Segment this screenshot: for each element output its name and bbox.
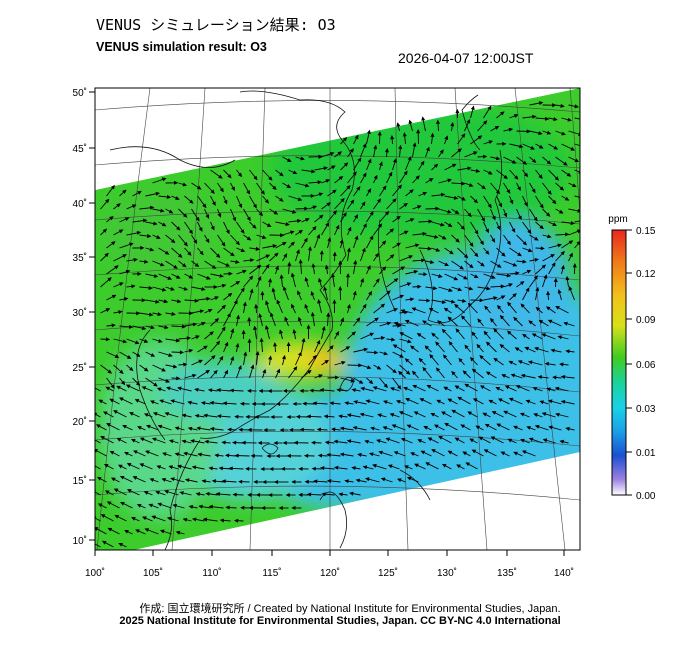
credit-line: 作成: 国立環境研究所 / Created by National Instit… (139, 603, 561, 615)
lon-label: 130˚ (437, 567, 457, 579)
lon-label: 100˚ (85, 567, 105, 579)
lat-label: 50˚ (73, 87, 87, 99)
colorbar-label: 0.00 (636, 491, 656, 502)
timestamp: 2026-04-07 12:00JST (398, 50, 534, 66)
axis-ticks (89, 91, 565, 556)
lon-label: 105˚ (143, 567, 163, 579)
lon-label: 115˚ (262, 567, 281, 579)
map-area (95, 88, 580, 550)
copyright-line: 2025 National Institute for Environmenta… (119, 615, 561, 627)
lon-label: 110˚ (202, 567, 221, 579)
colorbar-unit: ppm (608, 214, 627, 225)
lon-label: 120˚ (320, 567, 340, 579)
colorbar-label: 0.12 (636, 269, 656, 280)
colorbar-label: 0.09 (636, 315, 656, 326)
colorbar-label: 0.06 (636, 360, 656, 371)
lat-label: 45˚ (73, 143, 87, 155)
lon-label: 125˚ (378, 567, 398, 579)
colorbar-label: 0.15 (636, 226, 656, 237)
title-japanese: VENUS シミュレーション結果: O3 (96, 16, 336, 34)
map-frame (94, 87, 581, 551)
colorbar-gradient (611, 229, 627, 496)
colorbar-label: 0.01 (636, 448, 656, 459)
lat-label: 30˚ (73, 307, 87, 319)
colorbar-label: 0.03 (636, 404, 656, 415)
longitude-labels: 100˚ 105˚ 110˚ 115˚ 120˚ 125˚ 130˚ 135˚ … (85, 567, 574, 579)
colorbar: ppm 0.15 0.12 0.09 0.06 0.03 0.01 0.00 (608, 214, 656, 502)
lat-label: 25˚ (73, 362, 87, 374)
lon-label: 140˚ (554, 567, 574, 579)
parallel-lines (95, 100, 580, 501)
lat-label: 10˚ (73, 535, 87, 547)
lat-label: 40˚ (73, 198, 87, 210)
title-english: VENUS simulation result: O3 (96, 40, 267, 54)
lat-label: 15˚ (73, 475, 87, 487)
latitude-labels: 50˚ 45˚ 40˚ 35˚ 30˚ 25˚ 20˚ 15˚ 10˚ (73, 87, 87, 547)
lat-label: 35˚ (73, 252, 87, 264)
lon-label: 135˚ (497, 567, 517, 579)
o3-concentration-field (95, 88, 580, 550)
wind-vector-field (95, 101, 580, 548)
lat-label: 20˚ (73, 416, 87, 428)
